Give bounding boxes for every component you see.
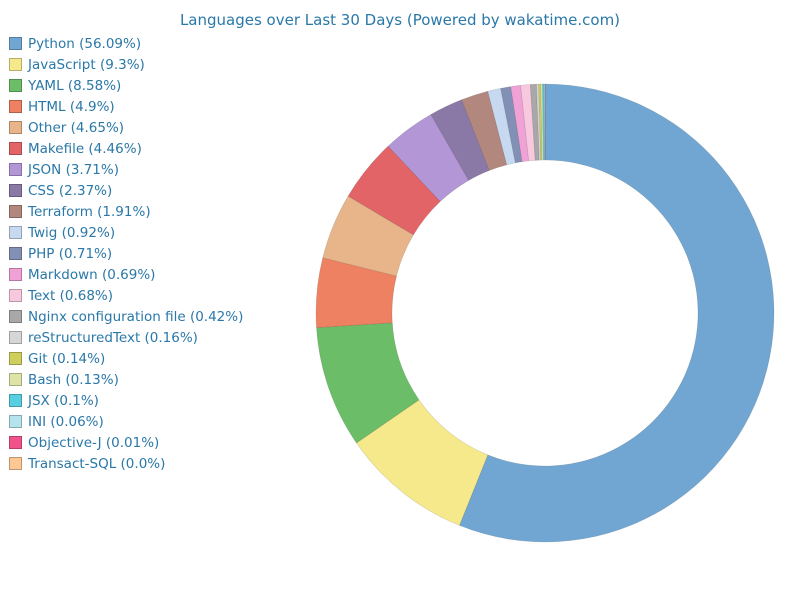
legend-swatch <box>9 79 22 92</box>
legend-item: Transact-SQL (0.0%) <box>9 453 243 474</box>
legend-label: JSON (3.71%) <box>28 161 119 178</box>
donut-slice <box>356 399 489 526</box>
legend-swatch <box>9 415 22 428</box>
legend-swatch <box>9 205 22 218</box>
donut-slice <box>322 195 414 277</box>
legend-item: JavaScript (9.3%) <box>9 54 243 75</box>
legend-label: Markdown (0.69%) <box>28 266 156 283</box>
donut-slice <box>430 99 490 181</box>
legend-label: HTML (4.9%) <box>28 98 115 115</box>
donut-slice <box>500 86 523 164</box>
legend-label: CSS (2.37%) <box>28 182 113 199</box>
legend-label: Transact-SQL (0.0%) <box>28 455 166 472</box>
legend-item: HTML (4.9%) <box>9 96 243 117</box>
legend-item: Other (4.65%) <box>9 117 243 138</box>
legend-label: Git (0.14%) <box>28 350 106 367</box>
legend-item: JSON (3.71%) <box>9 159 243 180</box>
legend-item: Markdown (0.69%) <box>9 264 243 285</box>
legend-item: JSX (0.1%) <box>9 390 243 411</box>
donut-slice <box>530 83 540 161</box>
legend-item: Nginx configuration file (0.42%) <box>9 306 243 327</box>
legend-swatch <box>9 247 22 260</box>
legend-item: reStructuredText (0.16%) <box>9 327 243 348</box>
donut-slice <box>487 87 516 166</box>
legend-label: Other (4.65%) <box>28 119 125 136</box>
legend-swatch <box>9 184 22 197</box>
legend-swatch <box>9 37 22 50</box>
legend-swatch <box>9 457 22 470</box>
donut-slice <box>540 83 544 161</box>
legend-item: Text (0.68%) <box>9 285 243 306</box>
chart-title: Languages over Last 30 Days (Powered by … <box>179 11 621 29</box>
legend-item: YAML (8.58%) <box>9 75 243 96</box>
legend-swatch <box>9 58 22 71</box>
legend-item: Python (56.09%) <box>9 33 243 54</box>
legend-swatch <box>9 394 22 407</box>
legend-swatch <box>9 226 22 239</box>
legend-swatch <box>9 142 22 155</box>
donut-slice <box>459 83 775 543</box>
legend-swatch <box>9 352 22 365</box>
legend-swatch <box>9 163 22 176</box>
legend-item: Bash (0.13%) <box>9 369 243 390</box>
legend-swatch <box>9 289 22 302</box>
legend-label: Makefile (4.46%) <box>28 140 142 157</box>
legend-swatch <box>9 331 22 344</box>
legend-label: INI (0.06%) <box>28 413 104 430</box>
legend-swatch <box>9 268 22 281</box>
legend-label: PHP (0.71%) <box>28 245 113 262</box>
legend-label: Terraform (1.91%) <box>28 203 151 220</box>
donut-slice <box>316 322 420 444</box>
legend-label: JSX (0.1%) <box>28 392 99 409</box>
legend-item: Objective-J (0.01%) <box>9 432 243 453</box>
legend-item: PHP (0.71%) <box>9 243 243 264</box>
donut-slice <box>387 114 470 202</box>
legend-item: INI (0.06%) <box>9 411 243 432</box>
legend-item: Git (0.14%) <box>9 348 243 369</box>
legend-label: Text (0.68%) <box>28 287 114 304</box>
legend-swatch <box>9 100 22 113</box>
donut-slice <box>347 145 441 236</box>
legend-label: YAML (8.58%) <box>28 77 122 94</box>
legend-label: Bash (0.13%) <box>28 371 119 388</box>
legend-label: JavaScript (9.3%) <box>28 56 145 73</box>
donut-slice <box>520 84 536 162</box>
legend-item: Terraform (1.91%) <box>9 201 243 222</box>
donut-slice <box>461 90 508 171</box>
legend-swatch <box>9 436 22 449</box>
legend-swatch <box>9 121 22 134</box>
legend-swatch <box>9 373 22 386</box>
legend-label: Nginx configuration file (0.42%) <box>28 308 244 325</box>
legend-swatch <box>9 310 22 323</box>
donut-slice <box>536 83 542 161</box>
legend-item: CSS (2.37%) <box>9 180 243 201</box>
legend-label: reStructuredText (0.16%) <box>28 329 198 346</box>
legend-item: Makefile (4.46%) <box>9 138 243 159</box>
legend-label: Twig (0.92%) <box>28 224 116 241</box>
legend-item: Twig (0.92%) <box>9 222 243 243</box>
legend-label: Python (56.09%) <box>28 35 142 52</box>
legend-label: Objective-J (0.01%) <box>28 434 160 451</box>
legend: Python (56.09%) JavaScript (9.3%) YAML (8.… <box>9 33 243 474</box>
